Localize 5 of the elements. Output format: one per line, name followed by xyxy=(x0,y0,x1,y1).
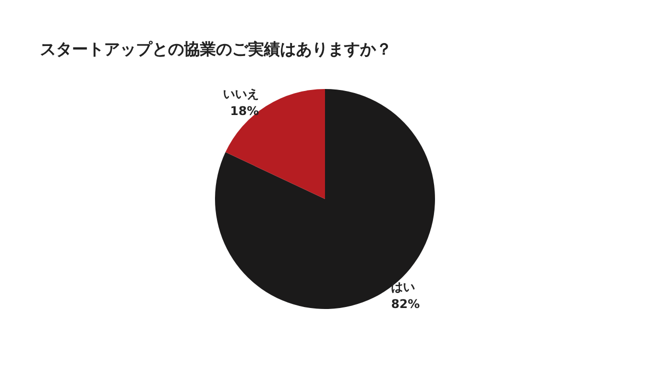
data-label: 18% xyxy=(230,104,259,118)
data-label: 82% xyxy=(391,296,420,311)
chart-title: スタートアップとの協業のご実績はありますか？ xyxy=(40,40,392,58)
slice-label: はい xyxy=(391,280,416,294)
slice-label: いいえ xyxy=(222,87,259,102)
